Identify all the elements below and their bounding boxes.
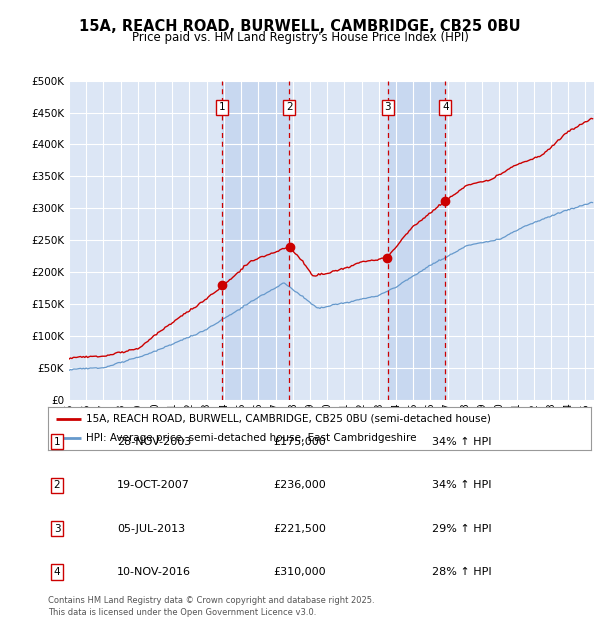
Text: 34% ↑ HPI: 34% ↑ HPI (432, 436, 491, 447)
Text: £221,500: £221,500 (274, 523, 326, 534)
Bar (388, 81, 445, 400)
Text: 28% ↑ HPI: 28% ↑ HPI (432, 567, 491, 577)
Text: 15A, REACH ROAD, BURWELL, CAMBRIDGE, CB25 0BU (semi-detached house): 15A, REACH ROAD, BURWELL, CAMBRIDGE, CB2… (86, 414, 491, 423)
Text: Price paid vs. HM Land Registry's House Price Index (HPI): Price paid vs. HM Land Registry's House … (131, 31, 469, 43)
Text: HPI: Average price, semi-detached house, East Cambridgeshire: HPI: Average price, semi-detached house,… (86, 433, 416, 443)
Text: 1: 1 (53, 436, 61, 447)
Text: 2: 2 (53, 480, 61, 490)
Text: 15A, REACH ROAD, BURWELL, CAMBRIDGE, CB25 0BU: 15A, REACH ROAD, BURWELL, CAMBRIDGE, CB2… (79, 19, 521, 33)
Text: 1: 1 (219, 102, 226, 112)
Text: 4: 4 (442, 102, 449, 112)
Text: 34% ↑ HPI: 34% ↑ HPI (432, 480, 491, 490)
Text: 4: 4 (53, 567, 61, 577)
Text: 29% ↑ HPI: 29% ↑ HPI (432, 523, 491, 534)
Text: 10-NOV-2016: 10-NOV-2016 (117, 567, 191, 577)
Text: £175,000: £175,000 (274, 436, 326, 447)
Text: £310,000: £310,000 (274, 567, 326, 577)
Text: £236,000: £236,000 (274, 480, 326, 490)
Text: 05-JUL-2013: 05-JUL-2013 (117, 523, 185, 534)
Text: 2: 2 (286, 102, 293, 112)
Text: 3: 3 (385, 102, 391, 112)
Text: 3: 3 (53, 523, 61, 534)
Text: Contains HM Land Registry data © Crown copyright and database right 2025.
This d: Contains HM Land Registry data © Crown c… (48, 596, 374, 617)
Bar (223, 81, 289, 400)
Text: 28-NOV-2003: 28-NOV-2003 (117, 436, 191, 447)
Text: 19-OCT-2007: 19-OCT-2007 (117, 480, 190, 490)
